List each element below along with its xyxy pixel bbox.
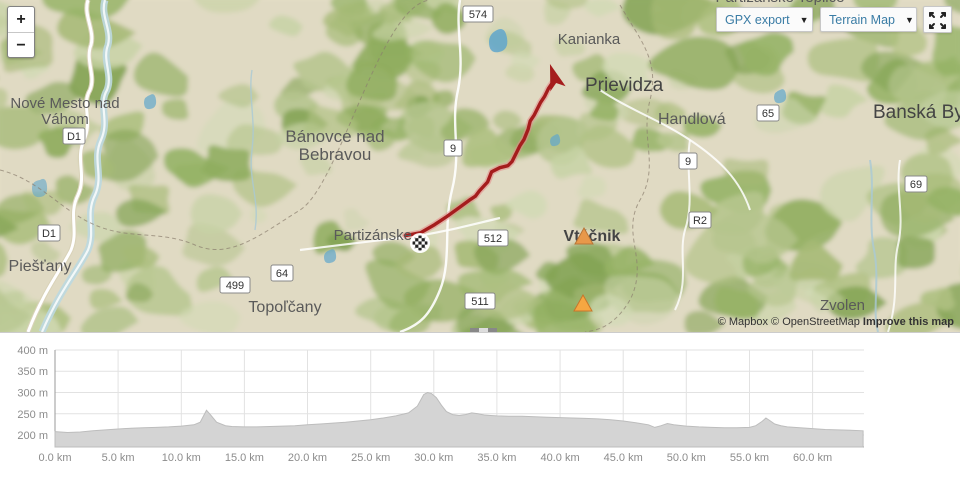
svg-text:R2: R2 <box>693 215 707 227</box>
svg-text:512: 512 <box>484 233 502 245</box>
svg-text:400 m: 400 m <box>17 345 48 357</box>
svg-text:50.0 km: 50.0 km <box>667 452 706 464</box>
svg-text:15.0 km: 15.0 km <box>225 452 264 464</box>
svg-text:250 m: 250 m <box>17 409 48 421</box>
svg-text:69: 69 <box>910 179 922 191</box>
svg-text:10.0 km: 10.0 km <box>162 452 201 464</box>
svg-text:9: 9 <box>685 156 691 168</box>
svg-text:300 m: 300 m <box>17 388 48 400</box>
svg-text:35.0 km: 35.0 km <box>477 452 516 464</box>
svg-text:574: 574 <box>469 9 487 21</box>
svg-text:D1: D1 <box>67 131 81 143</box>
svg-text:20.0 km: 20.0 km <box>288 452 327 464</box>
svg-text:30.0 km: 30.0 km <box>414 452 453 464</box>
svg-text:40.0 km: 40.0 km <box>541 452 580 464</box>
svg-text:45.0 km: 45.0 km <box>604 452 643 464</box>
svg-text:5.0 km: 5.0 km <box>102 452 135 464</box>
svg-text:65: 65 <box>762 108 774 120</box>
svg-text:60.0 km: 60.0 km <box>793 452 832 464</box>
svg-text:D1: D1 <box>42 228 56 240</box>
svg-text:64: 64 <box>276 268 288 280</box>
svg-text:0.0 km: 0.0 km <box>38 452 71 464</box>
svg-text:9: 9 <box>450 143 456 155</box>
svg-text:499: 499 <box>226 280 244 292</box>
svg-text:511: 511 <box>471 296 489 308</box>
svg-text:55.0 km: 55.0 km <box>730 452 769 464</box>
svg-text:350 m: 350 m <box>17 366 48 378</box>
svg-text:200 m: 200 m <box>17 430 48 442</box>
svg-text:25.0 km: 25.0 km <box>351 452 390 464</box>
